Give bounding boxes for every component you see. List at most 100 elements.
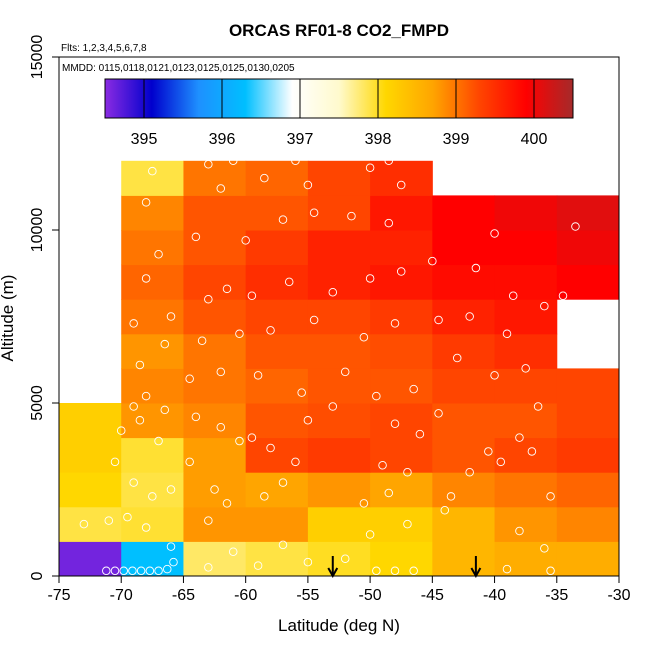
- heatmap-cell: [370, 368, 433, 404]
- heatmap-cell: [121, 299, 184, 335]
- sample-point: [154, 566, 163, 576]
- sample-point: [204, 563, 213, 572]
- sample-point: [465, 312, 474, 321]
- sample-point: [303, 416, 313, 425]
- sample-point: [278, 540, 288, 550]
- sample-point: [390, 319, 400, 328]
- heatmap-cell: [370, 333, 433, 369]
- heatmap-cell: [494, 403, 558, 439]
- heatmap-cell: [183, 195, 247, 231]
- sample-point: [266, 326, 275, 335]
- heatmap-cell: [183, 160, 247, 196]
- heatmap-cell: [121, 264, 184, 300]
- sample-point: [359, 499, 369, 508]
- sample-point: [540, 301, 549, 311]
- sample-point: [260, 173, 269, 183]
- sample-point: [141, 198, 151, 207]
- sample-point: [428, 256, 437, 266]
- sample-point: [465, 467, 474, 477]
- flights-label: Flts: 1,2,3,4,5,6,7,8: [61, 43, 147, 54]
- heatmap-cell: [121, 506, 184, 542]
- heatmap-cell: [307, 160, 371, 196]
- colorbar-tick-label: 400: [521, 131, 548, 148]
- x-axis: -75 -70 -65 -60 -55 -50 -45 -40 -35 -30: [47, 576, 631, 604]
- heatmap-cell: [556, 368, 620, 404]
- heatmap-cell: [183, 333, 247, 369]
- sample-point: [247, 433, 257, 442]
- sample-point: [484, 447, 493, 456]
- heatmap-cell: [494, 264, 558, 300]
- sample-point: [135, 416, 145, 425]
- sample-point: [365, 163, 375, 172]
- heatmap-cell: [370, 160, 433, 196]
- y-tick-label: 0: [29, 571, 46, 580]
- sample-point: [191, 412, 201, 422]
- heatmap-cells: [59, 160, 620, 577]
- sample-point: [340, 367, 350, 377]
- sample-point: [490, 371, 499, 380]
- heatmap-cell: [432, 195, 496, 231]
- sample-point: [166, 542, 176, 551]
- sample-point: [102, 566, 111, 576]
- x-tick-label: -70: [110, 587, 133, 604]
- sample-point: [253, 561, 263, 570]
- sample-point: [496, 457, 506, 467]
- sample-point: [216, 184, 226, 193]
- dates-label: MMDD: 0115,0118,0121,0123,0125,0125,0130…: [62, 63, 295, 74]
- heatmap-cell: [59, 437, 122, 473]
- sample-point: [160, 405, 170, 415]
- sample-point: [216, 422, 226, 432]
- heatmap-cell: [59, 506, 122, 542]
- sample-point: [490, 229, 499, 238]
- sample-point: [145, 566, 155, 576]
- y-axis-label: Altitude (m): [0, 275, 17, 362]
- heatmap-cell: [121, 368, 184, 404]
- heatmap-cell: [432, 299, 496, 335]
- heatmap-cell: [307, 541, 371, 577]
- chart-title: ORCAS RF01-8 CO2_FMPD: [229, 21, 449, 40]
- heatmap-cell: [59, 541, 122, 577]
- x-tick-label: -60: [234, 587, 257, 604]
- sample-point: [185, 374, 194, 384]
- sample-point: [154, 249, 163, 259]
- sample-point: [434, 315, 443, 325]
- sample-points: [79, 146, 580, 576]
- x-tick-label: -30: [607, 587, 630, 604]
- sample-point: [163, 564, 172, 574]
- sample-point: [141, 274, 151, 283]
- sample-point: [384, 488, 394, 498]
- sample-point: [129, 319, 138, 328]
- sample-point: [110, 457, 120, 467]
- heatmap-cell: [370, 230, 433, 266]
- sample-point: [135, 360, 145, 370]
- heatmap-cell: [432, 541, 496, 577]
- heatmap-cell: [494, 472, 558, 508]
- heatmap-cell: [307, 368, 371, 404]
- heatmap-cell: [370, 472, 433, 508]
- sample-point: [148, 492, 157, 501]
- heatmap-cell: [183, 506, 247, 542]
- heatmap-cell: [245, 437, 309, 473]
- sample-point: [365, 274, 375, 283]
- sample-point: [415, 429, 425, 439]
- sample-point: [309, 208, 319, 217]
- sample-point: [129, 402, 138, 411]
- heatmap-cell: [370, 264, 433, 300]
- heatmap-cell: [432, 230, 496, 266]
- heatmap-cell: [121, 541, 184, 577]
- sample-point: [266, 443, 275, 453]
- sample-point: [508, 291, 518, 300]
- y-tick-label: 15000: [29, 35, 46, 80]
- x-tick-label: -65: [172, 587, 195, 604]
- colorbar-tick-label: 395: [131, 131, 158, 148]
- y-axis: 0 5000 10000 15000: [29, 35, 59, 580]
- sample-point: [390, 566, 400, 576]
- sample-point: [136, 566, 146, 576]
- heatmap-cell: [121, 195, 184, 231]
- heatmap-cell: [494, 299, 558, 335]
- colorbar-tick-label: 396: [209, 131, 236, 148]
- sample-point: [128, 566, 137, 576]
- sample-point: [365, 530, 375, 539]
- sample-point: [527, 447, 537, 456]
- sample-point: [116, 426, 126, 435]
